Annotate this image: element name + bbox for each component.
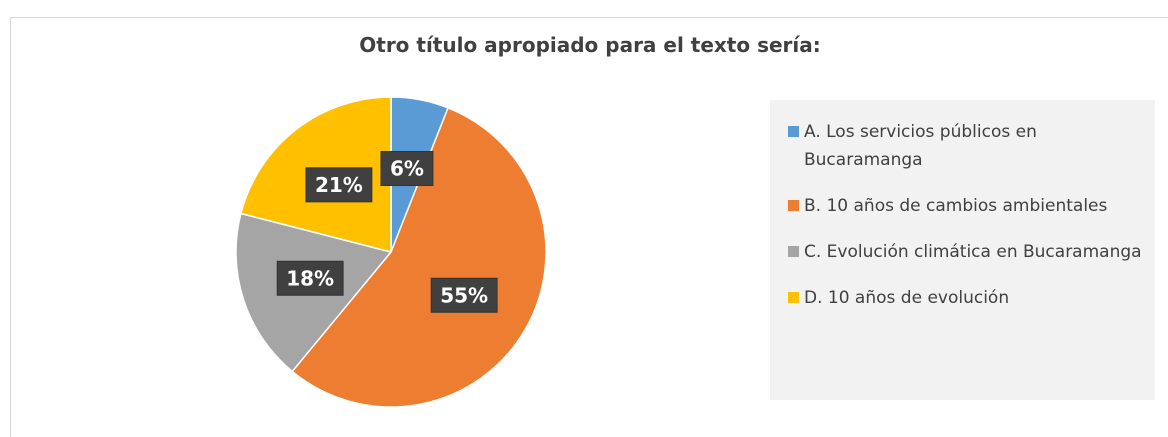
data-label-text: 18%: [286, 266, 334, 290]
data-label: 6%: [380, 151, 434, 187]
data-label-text: 21%: [315, 173, 363, 197]
legend-label: C. Evolución climática en Bucaramanga: [804, 242, 1142, 262]
data-label-text: 55%: [440, 283, 488, 307]
data-label-box: [305, 167, 373, 203]
legend-swatch: [788, 200, 799, 211]
legend-swatch: [788, 126, 799, 137]
data-label: 55%: [430, 277, 498, 313]
legend-entry: C. Evolución climática en Bucaramanga: [788, 238, 1147, 266]
legend-entry: A. Los servicios públicos en Bucaramanga: [788, 118, 1147, 174]
legend-entry: D. 10 años de evolución: [788, 284, 1147, 312]
data-label-box: [380, 151, 434, 187]
legend-label: B. 10 años de cambios ambientales: [804, 196, 1108, 216]
data-label-box: [276, 260, 344, 296]
data-label: 18%: [276, 260, 344, 296]
pie-slice: [291, 106, 547, 408]
chart-area: [10, 17, 1168, 437]
data-label-text: 6%: [390, 157, 424, 181]
legend-swatch: [788, 246, 799, 257]
legend-label: A. Los servicios públicos en Bucaramanga: [804, 122, 1037, 170]
legend-entry: B. 10 años de cambios ambientales: [788, 192, 1147, 220]
legend-label: D. 10 años de evolución: [804, 288, 1010, 308]
data-label-box: [430, 277, 498, 313]
legend-swatch: [788, 292, 799, 303]
legend: A. Los servicios públicos en Bucaramanga…: [770, 100, 1155, 400]
chart-title: Otro título apropiado para el texto serí…: [359, 33, 821, 57]
data-label: 21%: [305, 167, 373, 203]
